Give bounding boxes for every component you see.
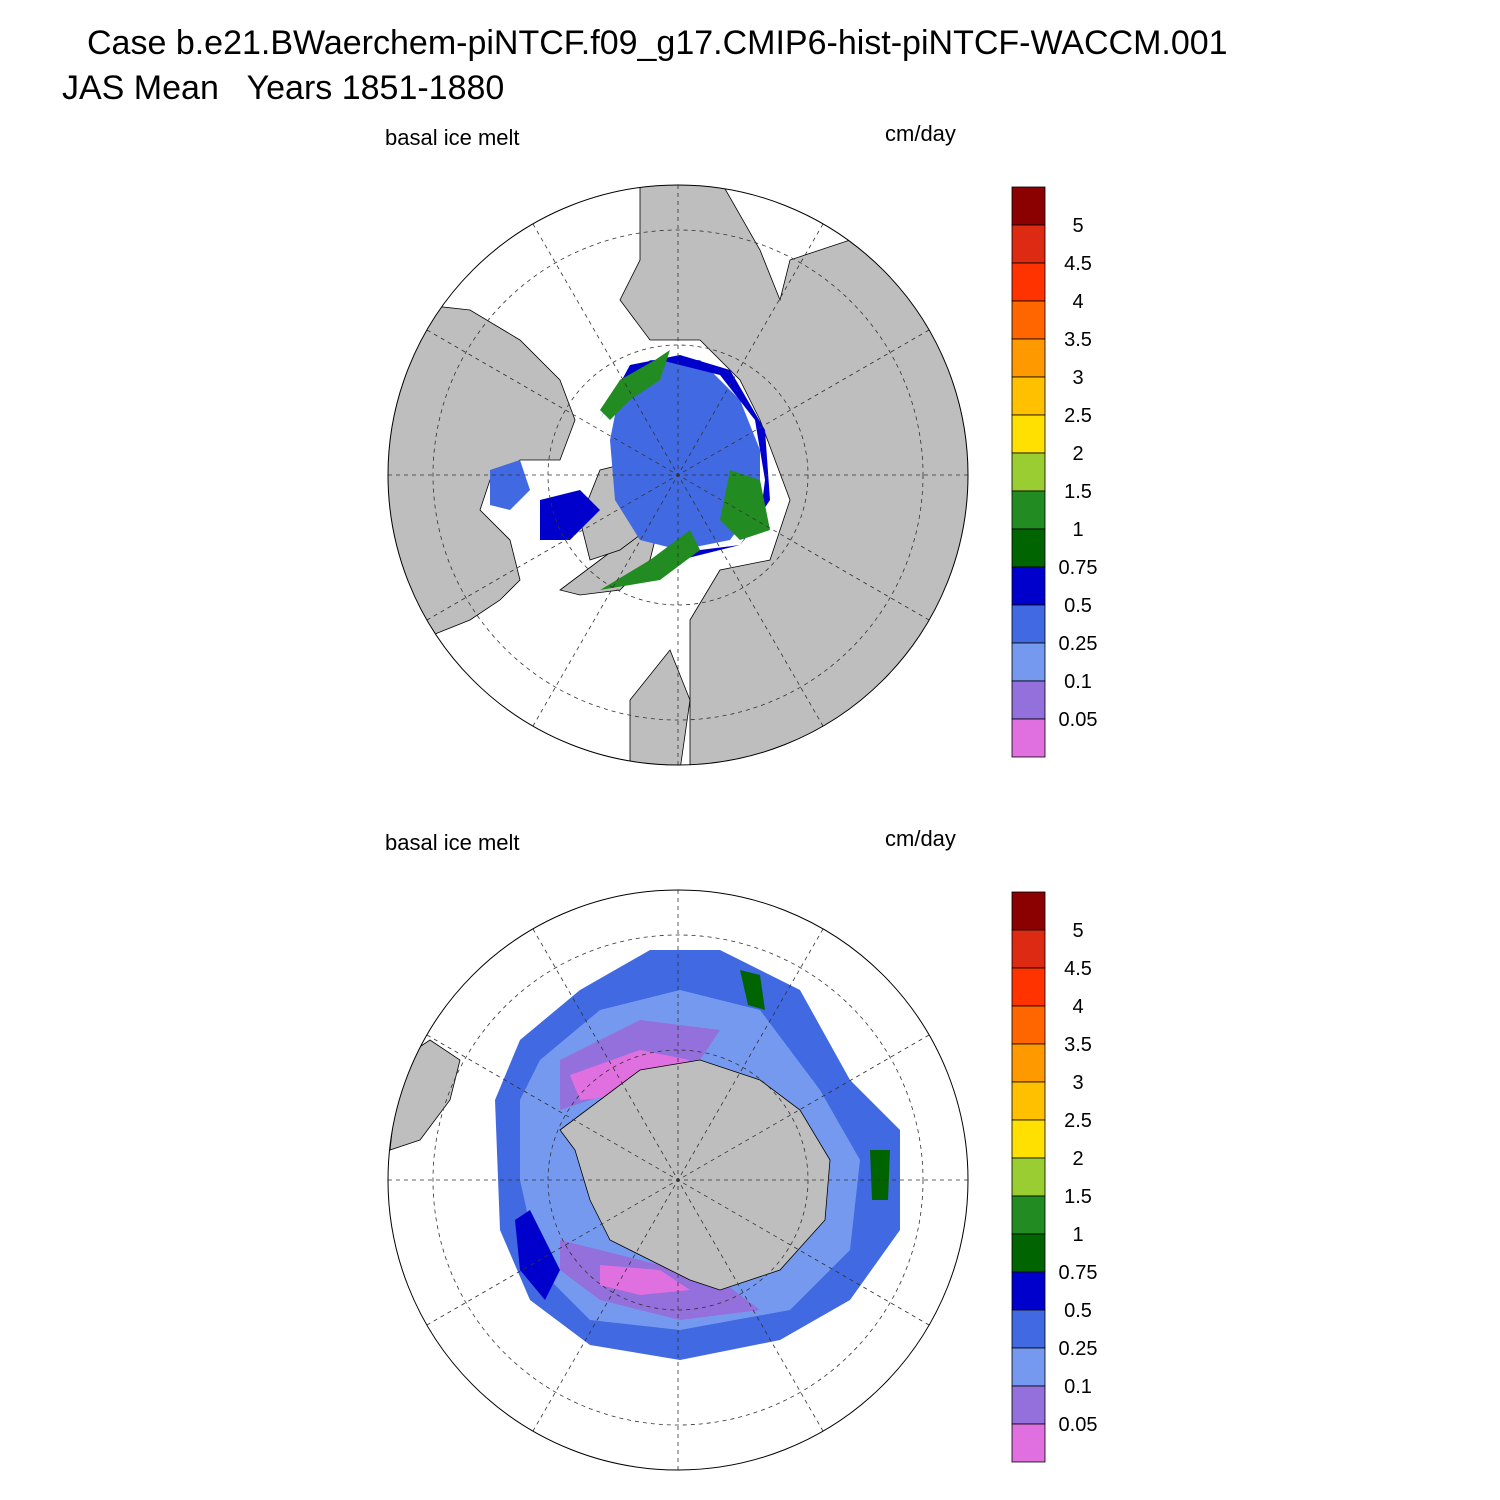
shape xyxy=(432,934,924,1426)
shape xyxy=(426,329,930,621)
colorbar-box xyxy=(1011,891,1046,931)
colorbar-box xyxy=(1011,1347,1046,1387)
sea-ice xyxy=(610,360,760,550)
sea-ice xyxy=(570,1050,690,1100)
colorbar-label: 4.5 xyxy=(1064,958,1092,980)
colorbar-label: 0.05 xyxy=(1059,709,1098,731)
colorbar-box xyxy=(1011,718,1046,758)
colorbar-box xyxy=(1011,262,1046,302)
colorbar-box xyxy=(1011,604,1046,644)
colorbar-label: 3.5 xyxy=(1064,329,1092,351)
sea-ice xyxy=(600,1265,690,1295)
colorbar-label: 4 xyxy=(1072,291,1083,313)
sea-ice xyxy=(490,460,530,510)
colorbar-label: 3 xyxy=(1072,1072,1083,1094)
colorbar-box xyxy=(1011,1385,1046,1425)
sea-ice xyxy=(515,1210,560,1300)
colorbar-box xyxy=(1011,1043,1046,1083)
panel-units: cm/day xyxy=(885,826,956,851)
colorbar-box xyxy=(1011,338,1046,378)
colorbar-box xyxy=(1011,414,1046,454)
colorbar-box xyxy=(1011,186,1046,226)
colorbar-box xyxy=(1011,1005,1046,1045)
colorbar-box xyxy=(1011,1195,1046,1235)
colorbar-label: 0.25 xyxy=(1059,1338,1098,1360)
colorbar-box xyxy=(1011,300,1046,340)
shape xyxy=(432,229,924,721)
colorbar-box xyxy=(1011,1309,1046,1349)
shape xyxy=(426,1034,930,1326)
colorbar-box xyxy=(1011,1271,1046,1311)
panel-units: cm/day xyxy=(885,121,956,146)
colorbar-box xyxy=(1011,452,1046,492)
colorbar-label: 1.5 xyxy=(1064,1186,1092,1208)
colorbar-label: 1 xyxy=(1072,519,1083,541)
colorbar-box xyxy=(1011,490,1046,530)
sea-ice xyxy=(600,530,700,590)
colorbar-label: 1 xyxy=(1072,1224,1083,1246)
colorbar-box xyxy=(1011,1233,1046,1273)
graticule xyxy=(388,890,968,1470)
panel-label: basal ice melt xyxy=(385,125,520,150)
colorbar-label: 4.5 xyxy=(1064,253,1092,275)
colorbar-label: 0.1 xyxy=(1064,671,1092,693)
colorbar-label: 0.5 xyxy=(1064,1300,1092,1322)
colorbar-box xyxy=(1011,929,1046,969)
sea-ice xyxy=(600,350,670,420)
map-border xyxy=(387,184,969,766)
colorbar-box xyxy=(1011,1423,1046,1463)
colorbar-label: 2 xyxy=(1072,1148,1083,1170)
sea-ice xyxy=(870,1150,890,1200)
colorbar-label: 1.5 xyxy=(1064,481,1092,503)
colorbar-label: 5 xyxy=(1072,215,1083,237)
colorbar-label: 4 xyxy=(1072,996,1083,1018)
title-line: Case b.e21.BWaerchem-piNTCF.f09_g17.CMIP… xyxy=(87,24,1228,62)
colorbar-label: 2.5 xyxy=(1064,1110,1092,1132)
land xyxy=(559,1059,831,1291)
colorbar-box xyxy=(1011,528,1046,568)
sea-ice xyxy=(720,470,770,540)
colorbar-label: 2 xyxy=(1072,443,1083,465)
colorbar-label: 0.25 xyxy=(1059,633,1098,655)
colorbar-box xyxy=(1011,642,1046,682)
sea-ice xyxy=(540,490,600,540)
colorbar-label: 0.1 xyxy=(1064,1376,1092,1398)
colorbar-box xyxy=(1011,1081,1046,1121)
colorbar-box xyxy=(1011,1157,1046,1197)
panel-label: basal ice melt xyxy=(385,830,520,855)
title-line: JAS Mean Years 1851-1880 xyxy=(62,69,504,107)
colorbar-label: 5 xyxy=(1072,920,1083,942)
colorbar-box xyxy=(1011,566,1046,606)
colorbar-label: 2.5 xyxy=(1064,405,1092,427)
colorbar-label: 0.5 xyxy=(1064,595,1092,617)
colorbar-label: 0.75 xyxy=(1059,557,1098,579)
colorbar-box xyxy=(1011,376,1046,416)
colorbar-box xyxy=(1011,1119,1046,1159)
colorbar-label: 0.75 xyxy=(1059,1262,1098,1284)
graticule xyxy=(388,185,968,765)
map-border xyxy=(387,889,969,1471)
land xyxy=(629,649,691,765)
colorbar-box xyxy=(1011,967,1046,1007)
colorbar-box xyxy=(1011,680,1046,720)
colorbar-label: 3 xyxy=(1072,367,1083,389)
colorbar-label: 0.05 xyxy=(1059,1414,1098,1436)
colorbar-box xyxy=(1011,224,1046,264)
sea-ice xyxy=(740,970,765,1010)
colorbar-label: 3.5 xyxy=(1064,1034,1092,1056)
